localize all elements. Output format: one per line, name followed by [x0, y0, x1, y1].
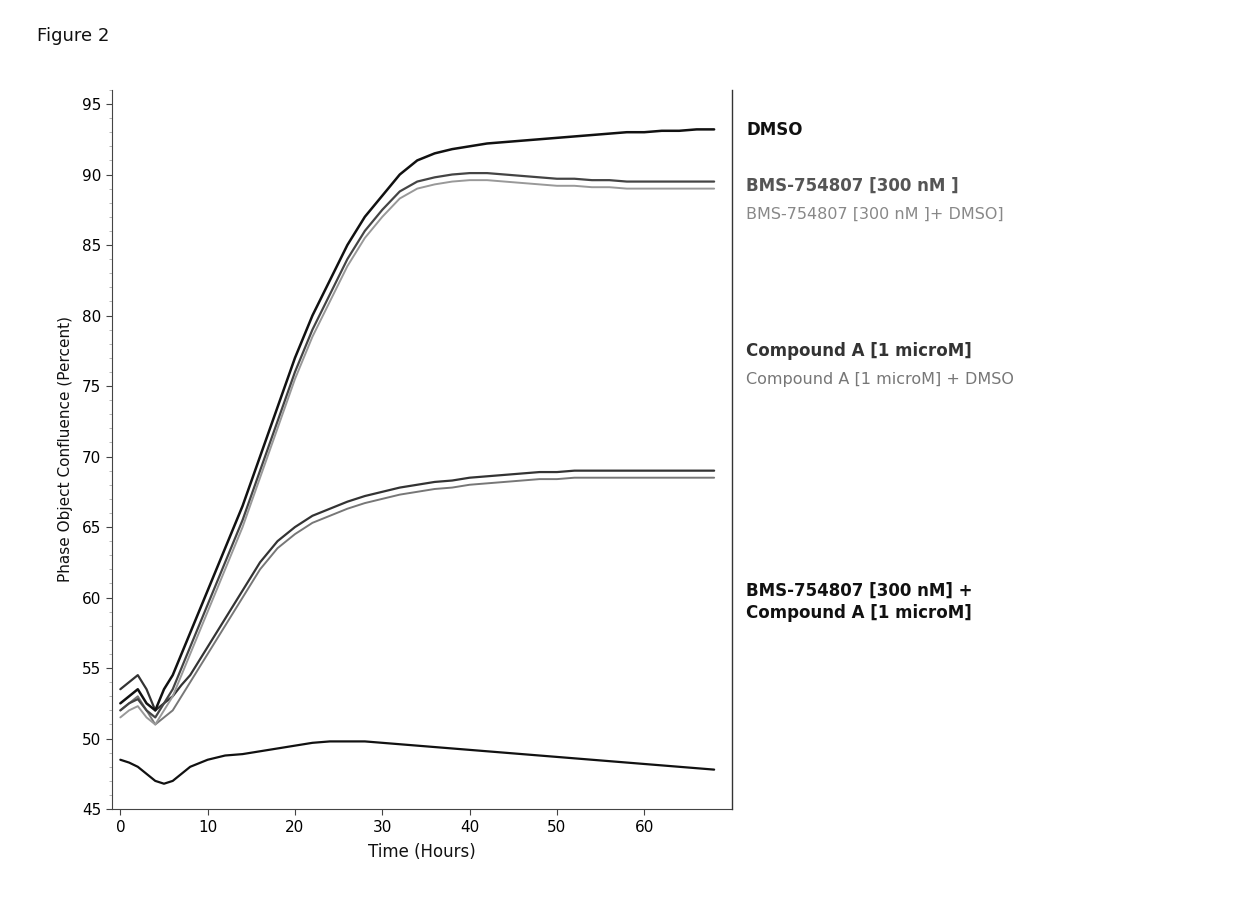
Text: Compound A [1 microM]: Compound A [1 microM]	[746, 342, 972, 360]
X-axis label: Time (Hours): Time (Hours)	[368, 843, 475, 861]
Text: BMS-754807 [300 nM ]: BMS-754807 [300 nM ]	[746, 177, 959, 195]
Y-axis label: Phase Object Confluence (Percent): Phase Object Confluence (Percent)	[58, 316, 73, 583]
Text: BMS-754807 [300 nM ]+ DMSO]: BMS-754807 [300 nM ]+ DMSO]	[746, 207, 1004, 221]
Text: Compound A [1 microM] + DMSO: Compound A [1 microM] + DMSO	[746, 372, 1014, 387]
Text: BMS-754807 [300 nM] +
Compound A [1 microM]: BMS-754807 [300 nM] + Compound A [1 micr…	[746, 583, 973, 622]
Text: Figure 2: Figure 2	[37, 27, 109, 45]
Text: DMSO: DMSO	[746, 121, 804, 139]
